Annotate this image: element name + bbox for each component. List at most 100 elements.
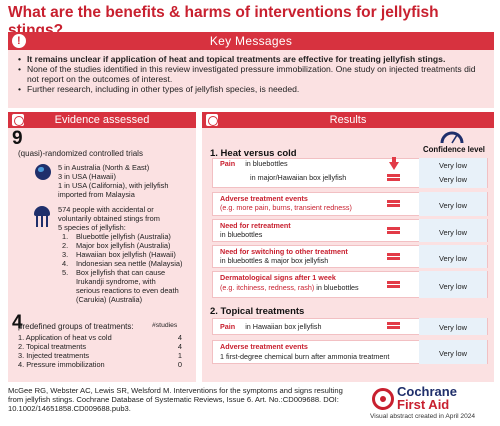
confidence-value: Very low — [439, 349, 467, 358]
adverse-eg: (e.g. more pain, burns, transient rednes… — [220, 203, 352, 213]
logo-line-1: Cochrane — [397, 384, 457, 399]
confidence-cell — [419, 245, 487, 268]
section-topical: 2. Topical treatments — [210, 306, 305, 317]
equal-icon — [387, 281, 400, 284]
species-1: Bluebottle jellyfish (Australia) — [76, 232, 171, 241]
group-row: 4. Pressure immobilization 0 — [18, 360, 182, 369]
location-3-cont: imported from Malaysia — [58, 190, 135, 199]
confidence-value: Very low — [439, 201, 467, 210]
confidence-cell — [419, 340, 487, 364]
adverse-title: Adverse treatment events — [220, 194, 308, 203]
results-header-label: Results — [329, 114, 367, 126]
groups-table: 1. Application of heat vs cold 4 2. Topic… — [18, 333, 182, 369]
derm-label: Dermatological signs after 1 week — [220, 273, 336, 283]
confidence-value: Very low — [439, 282, 467, 291]
confidence-level-label: Confidence level — [423, 145, 485, 154]
species-num-3: 3. — [62, 250, 69, 259]
globe-icon — [35, 164, 51, 180]
topical-adverse-sub: 1 first-degree chemical burn after ammon… — [220, 352, 390, 361]
location-3: 1 in USA (California), with jellyfish — [58, 181, 169, 190]
switching-sub: in bluebottles & major box jellyfish — [220, 256, 329, 265]
jellyfish-icon — [33, 206, 51, 228]
citation: McGee RG, Webster AC, Lewis SR, Welsford… — [8, 386, 343, 414]
pain-label: Pain — [220, 159, 236, 168]
species-num-4: 4. — [62, 259, 69, 268]
species-num-5: 5. — [62, 268, 69, 277]
adverse-label: Adverse treatment events — [220, 194, 308, 204]
confidence-value: Very low — [439, 254, 467, 263]
confidence-cell — [419, 158, 487, 188]
species-num-1: 1. — [62, 232, 69, 241]
credit-line: Visual abstract created in April 2024 — [370, 413, 476, 420]
derm-sub: in bluebottles — [314, 283, 359, 292]
evidence-panel: Evidence assessed — [8, 112, 196, 382]
key-messages-header: ! Key Messages — [8, 32, 494, 50]
location-2: 3 in USA (Hawaii) — [58, 172, 116, 181]
exclamation-icon: ! — [12, 34, 26, 48]
cochrane-logo-icon — [372, 388, 394, 410]
cochrane-logo: Cochrane First Aid — [397, 385, 457, 411]
trials-count: 9 — [12, 128, 23, 149]
derm-example: (e.g. itchiness, redness, rash) — [220, 283, 315, 292]
results-header: Results — [202, 112, 494, 128]
key-message-1: It remains unclear if application of hea… — [18, 54, 486, 64]
group-studies: 1 — [177, 351, 182, 360]
down-arrow-stem — [392, 157, 396, 163]
pain-major: in major/Hawaiian box jellyfish — [250, 173, 347, 182]
species-num-2: 2. — [62, 241, 69, 250]
group-row: 1. Application of heat vs cold 4 — [18, 333, 182, 342]
topical-pain-row: Pain in Hawaiian box jellyfish — [220, 322, 322, 332]
gauge-icon — [440, 131, 464, 144]
retreat-sub: in bluebottles — [220, 230, 263, 239]
confidence-cell — [419, 219, 487, 242]
species-5: Box jellyfish that can cause — [76, 268, 166, 277]
topical-pain-label: Pain — [220, 322, 236, 331]
retreat-title: Need for retreatment — [220, 221, 291, 230]
pain-row-1: Pain in bluebottles — [220, 159, 288, 169]
equal-icon — [387, 322, 400, 325]
key-message-3: Further research, including in other typ… — [18, 84, 486, 94]
group-label: 1. Application of heat vs cold — [18, 333, 112, 342]
group-studies: 0 — [177, 360, 182, 369]
group-label: 2. Topical treatments — [18, 342, 87, 351]
key-messages-panel: It remains unclear if application of hea… — [8, 50, 494, 108]
page-title: What are the benefits & harms of interve… — [8, 4, 439, 39]
equal-icon — [387, 200, 400, 203]
topical-adverse-title: Adverse treatment events — [220, 342, 308, 351]
down-arrow-icon — [389, 162, 399, 170]
group-label: 4. Pressure immobilization — [18, 360, 105, 369]
location-1: 5 in Australia (North & East) — [58, 163, 150, 172]
switching-label: Need for switching to other treatment — [220, 247, 348, 257]
logo-line-2: First Aid — [397, 397, 450, 412]
switching-title: Need for switching to other treatment — [220, 247, 348, 256]
people-line-2: voluntarily obtained stings from — [58, 214, 160, 223]
group-studies: 4 — [177, 342, 182, 351]
retreat-label: Need for retreatment — [220, 221, 291, 231]
topical-pain-sub: in Hawaiian box jellyfish — [245, 322, 322, 331]
confidence-value: Very low — [439, 161, 467, 170]
confidence-value: Very low — [439, 323, 467, 332]
evidence-header-label: Evidence assessed — [54, 114, 150, 126]
groups-label: predefined groups of treatments: — [18, 322, 134, 331]
pain-bluebottles: in bluebottles — [245, 159, 288, 168]
adverse-example: (e.g. more pain, burns, transient rednes… — [220, 203, 352, 212]
trials-label: (quasi)-randomized controlled trials — [18, 149, 143, 158]
species-4: Indonesian sea nettle (Malaysia) — [76, 259, 183, 268]
species-5-cont-2: serious reactions to even death — [76, 286, 179, 295]
confidence-cell — [419, 318, 487, 335]
equal-icon — [387, 174, 400, 177]
equal-icon — [387, 253, 400, 256]
group-studies: 4 — [177, 333, 182, 342]
equal-icon — [387, 227, 400, 230]
section-heat-vs-cold: 1. Heat versus cold — [210, 148, 297, 159]
derm-title: Dermatological signs after 1 week — [220, 273, 336, 282]
group-label: 3. Injected treatments — [18, 351, 90, 360]
topical-adverse-label: Adverse treatment events — [220, 342, 308, 352]
species-5-cont-3: (Carukia) (Australia) — [76, 295, 143, 304]
groups-count: 4 — [12, 312, 23, 333]
species-2: Major box jellyfish (Australia) — [76, 241, 171, 250]
confidence-cell — [419, 271, 487, 298]
key-messages-label: Key Messages — [209, 34, 293, 48]
people-line-3: 5 species of jellyfish: — [58, 223, 126, 232]
studies-column-header: #studies — [152, 322, 178, 329]
